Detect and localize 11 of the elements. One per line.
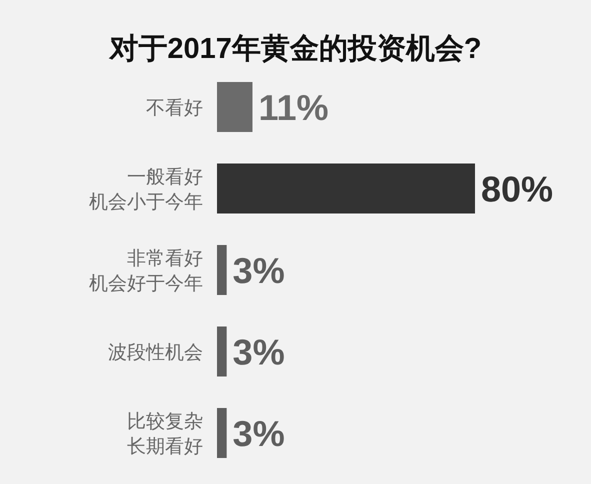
y-tick-label: 比较复杂长期看好: [127, 412, 203, 458]
y-tick-label: 非常看好机会好于今年: [89, 248, 203, 294]
data-label: 3%: [232, 332, 285, 372]
chart-title: 对于2017年黄金的投资机会?: [108, 33, 482, 65]
data-label: 3%: [232, 413, 285, 454]
y-tick-label: 一般看好机会小于今年: [89, 167, 203, 213]
y-tick-label: 不看好: [146, 98, 203, 119]
data-label: 3%: [232, 250, 285, 291]
data-label: 11%: [258, 87, 329, 128]
data-label: 80%: [481, 168, 554, 210]
y-tick-label: 波段性机会: [108, 342, 203, 364]
